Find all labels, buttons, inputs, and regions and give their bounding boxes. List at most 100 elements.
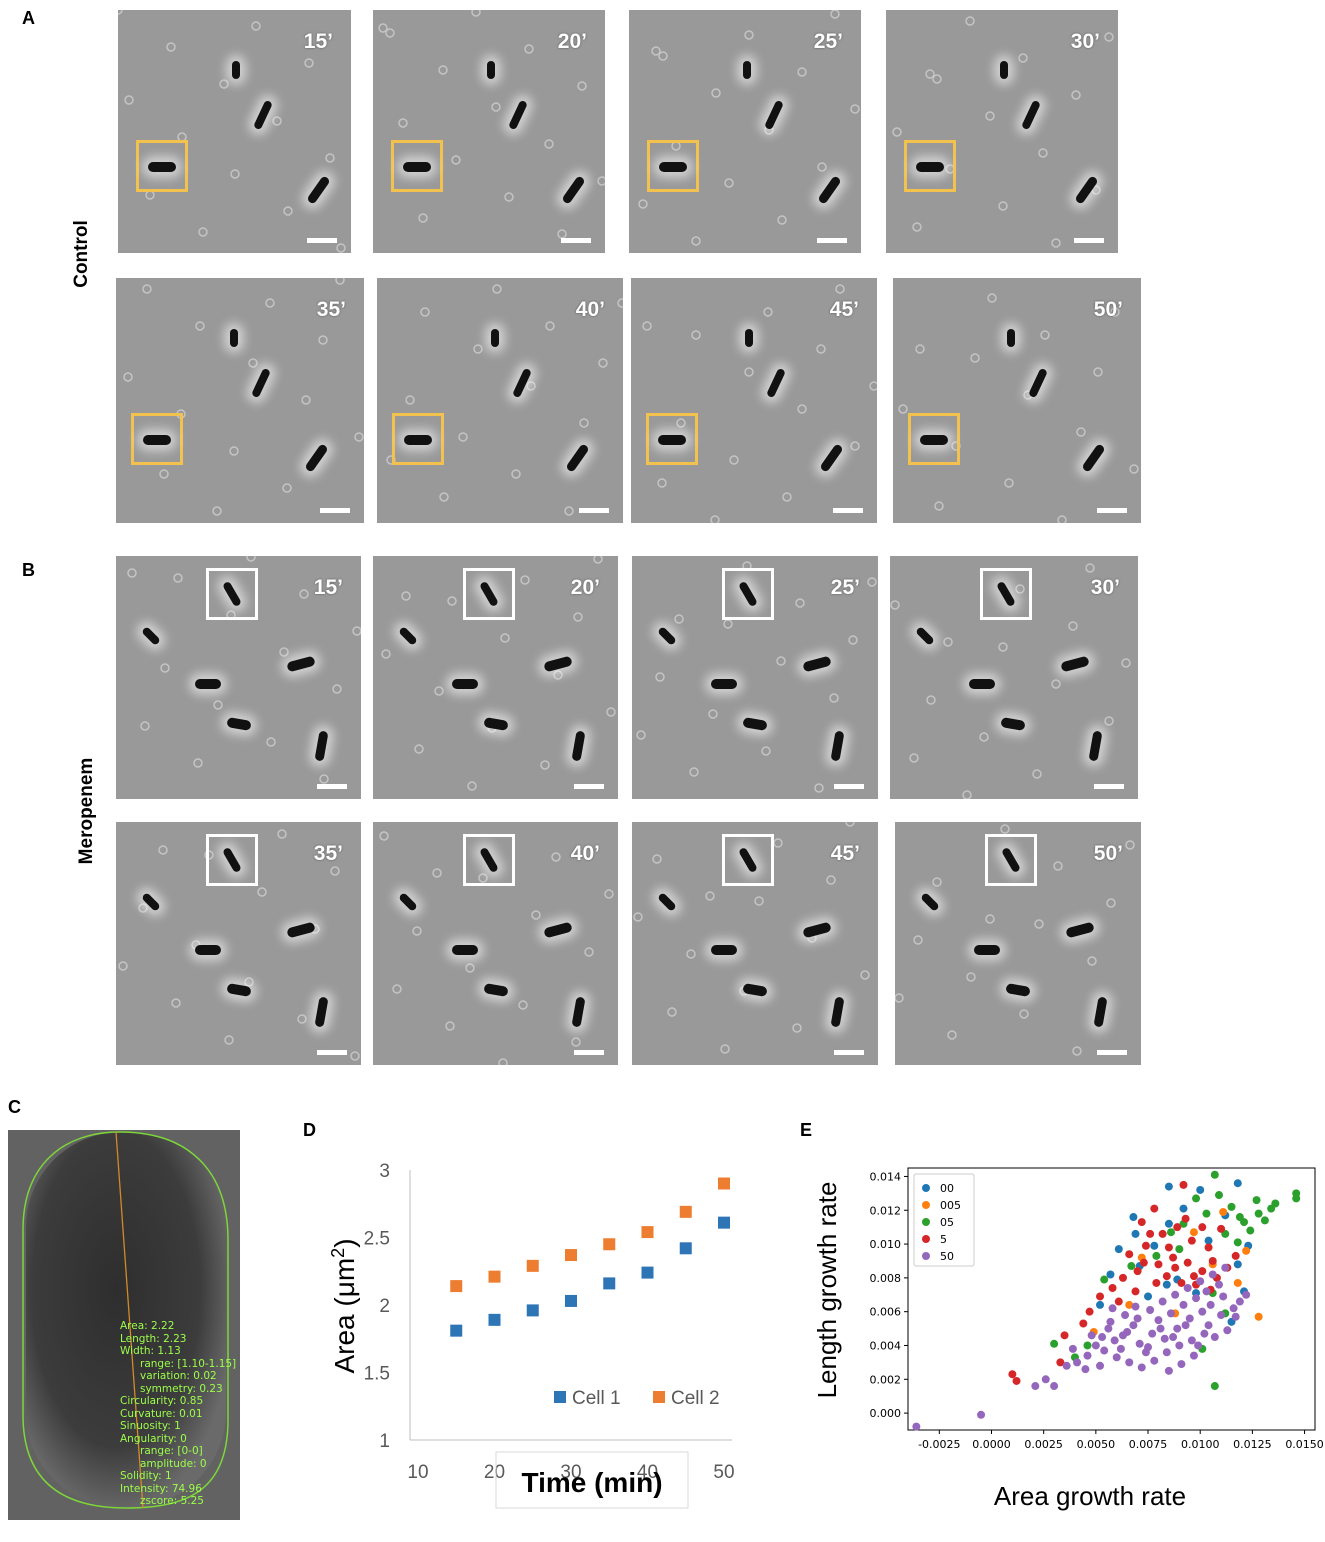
series-50-point <box>1177 1360 1186 1369</box>
series-50-point <box>1173 1324 1182 1333</box>
series-5-point <box>1056 1358 1065 1367</box>
series-5-point <box>1231 1251 1240 1260</box>
series-5-point <box>1208 1256 1217 1265</box>
series-50-point <box>1162 1348 1171 1357</box>
series-5-point <box>1164 1243 1173 1252</box>
series-50-point <box>1125 1358 1134 1367</box>
series-50-point <box>1096 1361 1105 1370</box>
y-tick-label: 0.004 <box>870 1339 902 1352</box>
series-005-point <box>1242 1246 1251 1255</box>
series-05-point <box>1260 1216 1269 1225</box>
legend-marker <box>653 1391 665 1403</box>
x-axis-label: Area growth rate <box>994 1481 1186 1511</box>
series-005-point <box>1189 1228 1198 1237</box>
phase-contrast-background <box>631 278 877 523</box>
series-5-point <box>1169 1253 1178 1262</box>
series-50-point <box>1175 1341 1184 1350</box>
y-tick-label: 0.008 <box>870 1272 902 1285</box>
series-5-point <box>1171 1263 1180 1272</box>
panel-label-d: D <box>303 1120 316 1140</box>
series-5-point <box>1158 1229 1167 1238</box>
cell1-point <box>565 1294 577 1307</box>
cell1-point <box>450 1324 463 1337</box>
row-label-meropenem: Meropenem <box>76 757 97 865</box>
bacterium <box>743 61 751 79</box>
series-50-point <box>1121 1311 1130 1320</box>
series-00-point <box>1164 1219 1173 1228</box>
series-05-point <box>1050 1339 1059 1348</box>
x-tick-label: 50 <box>713 1462 734 1483</box>
x-tick-label: 40 <box>637 1462 658 1483</box>
bacterium <box>974 945 1000 955</box>
series-05-point <box>1202 1209 1211 1218</box>
cell2-point <box>641 1226 654 1239</box>
series-50-point <box>1106 1317 1115 1326</box>
scale-bar <box>1074 238 1104 243</box>
series-00-point <box>1179 1204 1188 1213</box>
series-5-point <box>1137 1218 1146 1227</box>
legend-marker <box>922 1184 930 1192</box>
time-label: 40’ <box>570 842 600 865</box>
series-50-point <box>1181 1321 1190 1330</box>
series-00-point <box>1129 1213 1138 1222</box>
series-50-point <box>1235 1297 1244 1306</box>
series-50-point <box>1083 1351 1092 1360</box>
x-tick-label: -0.0025 <box>918 1438 960 1451</box>
bacterium <box>452 679 478 689</box>
series-05-point <box>1214 1191 1223 1200</box>
measurement-line: symmetry: 0.23 <box>140 1382 223 1395</box>
legend-label: 05 <box>940 1216 954 1229</box>
series-5-point <box>1162 1272 1171 1281</box>
series-50-point <box>1192 1294 1201 1303</box>
series-50-point <box>1050 1382 1059 1391</box>
legend-label: 50 <box>940 1250 954 1263</box>
tracked-cell-highlight-box <box>722 834 774 886</box>
series-50-point <box>1200 1329 1209 1338</box>
tracked-cell-highlight-box <box>647 140 699 192</box>
series-05-point <box>1152 1251 1161 1260</box>
series-5-point <box>1173 1223 1182 1232</box>
time-label: 30’ <box>1090 576 1120 599</box>
series-50-point <box>1223 1326 1232 1335</box>
series-50-point <box>1100 1346 1109 1355</box>
tracked-bacterium <box>404 435 432 445</box>
cell2-point <box>565 1249 577 1262</box>
bacterium <box>711 679 737 689</box>
time-label: 35’ <box>313 842 343 865</box>
y-tick-label: 2 <box>379 1296 390 1317</box>
series-50-point <box>1087 1331 1096 1340</box>
y-tick-label: 3 <box>379 1161 390 1182</box>
series-00-point <box>1096 1300 1105 1309</box>
series-00-point <box>1233 1260 1242 1269</box>
series-50-point <box>1146 1305 1155 1314</box>
tracked-bacterium <box>659 162 687 172</box>
series-00-point <box>1164 1182 1173 1191</box>
series-00-point <box>1204 1236 1213 1245</box>
measurement-line: Intensity: 74.96 <box>120 1482 202 1495</box>
measurement-line: Curvature: 0.01 <box>120 1407 203 1420</box>
cell1-point <box>603 1277 616 1290</box>
series-005-point <box>1254 1312 1263 1321</box>
series-50-point <box>1219 1292 1228 1301</box>
bacterium <box>487 61 495 79</box>
tracked-cell-highlight-box <box>463 568 515 620</box>
x-tick-label: 0.0150 <box>1285 1438 1324 1451</box>
tracked-cell-highlight-box <box>206 834 258 886</box>
series-05-point <box>1083 1341 1092 1350</box>
series-5-point <box>1141 1241 1150 1250</box>
x-tick-label: 0.0100 <box>1181 1438 1220 1451</box>
series-50-point <box>1154 1316 1163 1325</box>
scale-bar <box>833 508 863 513</box>
series-5-point <box>1125 1250 1134 1259</box>
series-05-point <box>1166 1228 1175 1237</box>
cell1-point <box>718 1216 730 1229</box>
tracked-bacterium <box>658 435 686 445</box>
series-50-point <box>1062 1361 1071 1370</box>
time-label: 45’ <box>829 298 859 321</box>
series-5-point <box>1204 1243 1213 1252</box>
series-5-point <box>1181 1214 1190 1223</box>
x-tick-label: 30 <box>560 1462 581 1483</box>
series-5-point <box>1198 1267 1207 1276</box>
tracked-cell-highlight-box <box>391 140 443 192</box>
tracked-cell-highlight-box <box>985 834 1037 886</box>
